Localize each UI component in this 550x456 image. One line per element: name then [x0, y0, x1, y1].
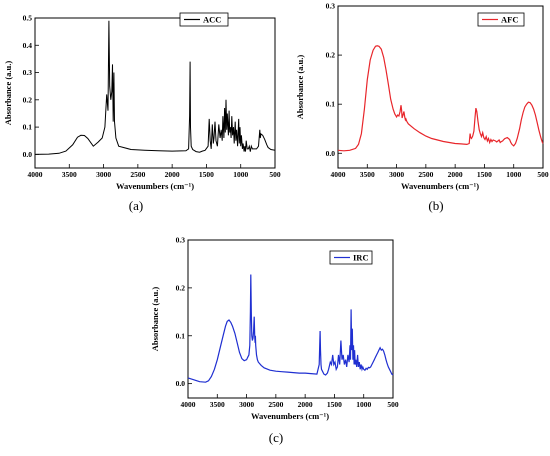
legend-label: AFC — [501, 15, 518, 25]
y-tick-label: 0.3 — [176, 236, 186, 245]
series-line-acc — [34, 20, 276, 155]
x-tick-label: 1000 — [506, 170, 521, 179]
y-tick-label: 0.2 — [326, 51, 336, 60]
y-axis-label: Absorbance (a.u.) — [295, 55, 305, 120]
panel-label: (b) — [428, 198, 443, 213]
y-axis-label: Absorbance (a.u.) — [150, 287, 160, 352]
x-tick-label: 2000 — [448, 170, 463, 179]
plot-area-frame — [187, 239, 394, 399]
y-tick-label: 0.1 — [176, 331, 186, 340]
x-tick-label: 3500 — [62, 170, 77, 179]
panel-label: (c) — [269, 430, 283, 445]
legend-label: ACC — [203, 15, 221, 25]
legend-box — [477, 12, 525, 27]
x-tick-label: 1500 — [477, 170, 492, 179]
x-tick-label: 2500 — [130, 170, 145, 179]
y-tick-label: 0.0 — [326, 149, 336, 158]
x-tick-label: 1500 — [327, 400, 342, 409]
x-axis-label: Wavenumbers (cm⁻¹) — [401, 181, 479, 191]
x-tick-label: 2500 — [268, 400, 283, 409]
x-axis-label: Wavenumbers (cm⁻¹) — [251, 411, 329, 421]
x-tick-label: 3500 — [210, 400, 225, 409]
y-axis-label: Absorbance (a.u.) — [3, 61, 13, 126]
x-tick-label: 1000 — [356, 400, 371, 409]
x-ticks: 4000 3500 3000 2500 2000 1500 1000 500 — [331, 164, 549, 179]
plot-area-frame — [337, 5, 544, 169]
x-tick-label: 4000 — [181, 400, 196, 409]
x-tick-label: 3000 — [239, 400, 254, 409]
legend-label: IRC — [353, 253, 369, 263]
y-ticks: 0.0 0.1 0.2 0.3 — [326, 2, 342, 158]
panel-label: (a) — [129, 198, 143, 213]
legend-box — [179, 12, 229, 27]
x-tick-label: 1500 — [199, 170, 214, 179]
series-line-irc — [187, 274, 394, 383]
series-line-afc — [337, 45, 544, 152]
y-tick-label: 0.2 — [176, 283, 186, 292]
y-tick-label: 0.2 — [23, 95, 33, 104]
panel-a: 0.0 0.1 0.2 0.3 0.4 0.5 4000 3500 3000 2500 2000 1… — [3, 12, 281, 213]
x-tick-label: 3500 — [360, 170, 375, 179]
plot-area-frame — [34, 17, 276, 169]
x-ticks: 4000 3500 3000 2500 2000 1500 1000 500 — [28, 164, 281, 179]
y-ticks: 0.0 0.1 0.2 0.3 0.4 0.5 — [23, 14, 39, 159]
y-tick-label: 0.0 — [23, 150, 33, 159]
y-tick-label: 0.1 — [23, 123, 33, 132]
legend: ACC — [179, 12, 229, 27]
x-axis-label: Wavenumbers (cm⁻¹) — [116, 181, 194, 191]
legend: AFC — [477, 12, 525, 27]
legend-box — [329, 250, 373, 265]
x-tick-label: 2000 — [298, 400, 313, 409]
x-tick-label: 4000 — [28, 170, 43, 179]
y-tick-label: 0.3 — [23, 68, 33, 77]
x-tick-label: 500 — [387, 400, 399, 409]
y-ticks: 0.0 0.1 0.2 0.3 — [176, 236, 192, 388]
x-tick-label: 4000 — [331, 170, 346, 179]
x-tick-label: 3000 — [96, 170, 111, 179]
x-tick-label: 500 — [269, 170, 281, 179]
y-tick-label: 0.0 — [176, 379, 186, 388]
y-tick-label: 0.1 — [326, 100, 336, 109]
legend: IRC — [329, 250, 373, 265]
x-tick-label: 2500 — [418, 170, 433, 179]
panel-c: 0.0 0.1 0.2 0.3 4000 3500 3000 2500 2000 1500 100… — [150, 236, 399, 446]
panel-b: 0.0 0.1 0.2 0.3 4000 3500 3000 2500 2000 1500 100… — [295, 2, 549, 214]
x-tick-label: 2000 — [165, 170, 180, 179]
x-tick-label: 500 — [537, 170, 549, 179]
x-tick-label: 3000 — [389, 170, 404, 179]
x-tick-label: 1000 — [233, 170, 248, 179]
y-tick-label: 0.5 — [23, 14, 33, 23]
x-ticks: 4000 3500 3000 2500 2000 1500 1000 500 — [181, 394, 399, 409]
y-tick-label: 0.4 — [23, 41, 33, 50]
y-tick-label: 0.3 — [326, 2, 336, 11]
